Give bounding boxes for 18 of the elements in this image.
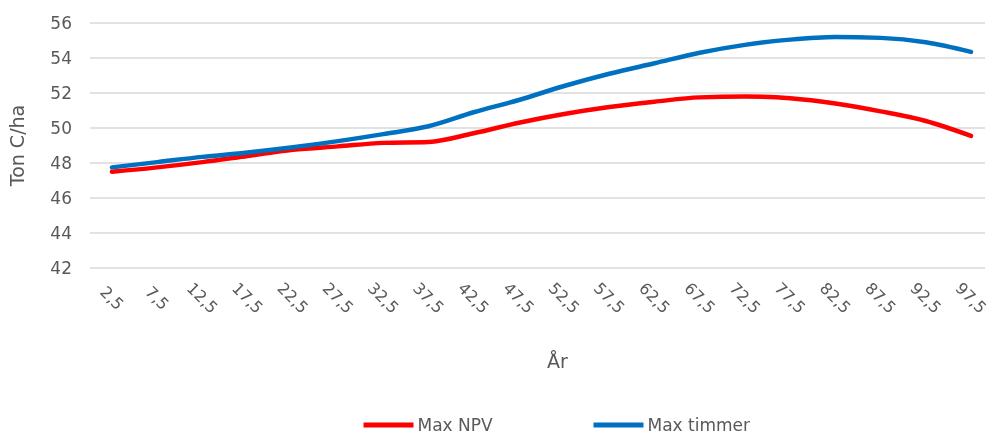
legend-label: Max timmer (647, 415, 751, 435)
x-tick-label: 42,5 (454, 278, 493, 318)
x-axis-title: År (547, 350, 569, 372)
y-tick-label: 46 (50, 187, 72, 208)
y-tick-label: 52 (50, 82, 72, 103)
legend-label: Max NPV (417, 415, 494, 435)
y-tick-label: 44 (50, 222, 72, 243)
x-tick-label: 7,5 (141, 282, 173, 314)
x-tick-label: 2,5 (96, 282, 128, 314)
y-axis-title: Ton C/ha (6, 104, 28, 188)
y-tick-label: 48 (50, 152, 72, 173)
x-tick-label: 47,5 (499, 278, 539, 318)
y-tick-label: 56 (50, 12, 72, 33)
line-series (109, 34, 974, 170)
y-tick-label: 54 (50, 47, 72, 68)
y-tick-label: 42 (50, 257, 72, 278)
y-tick-label: 50 (50, 117, 72, 138)
line-series (109, 94, 974, 174)
